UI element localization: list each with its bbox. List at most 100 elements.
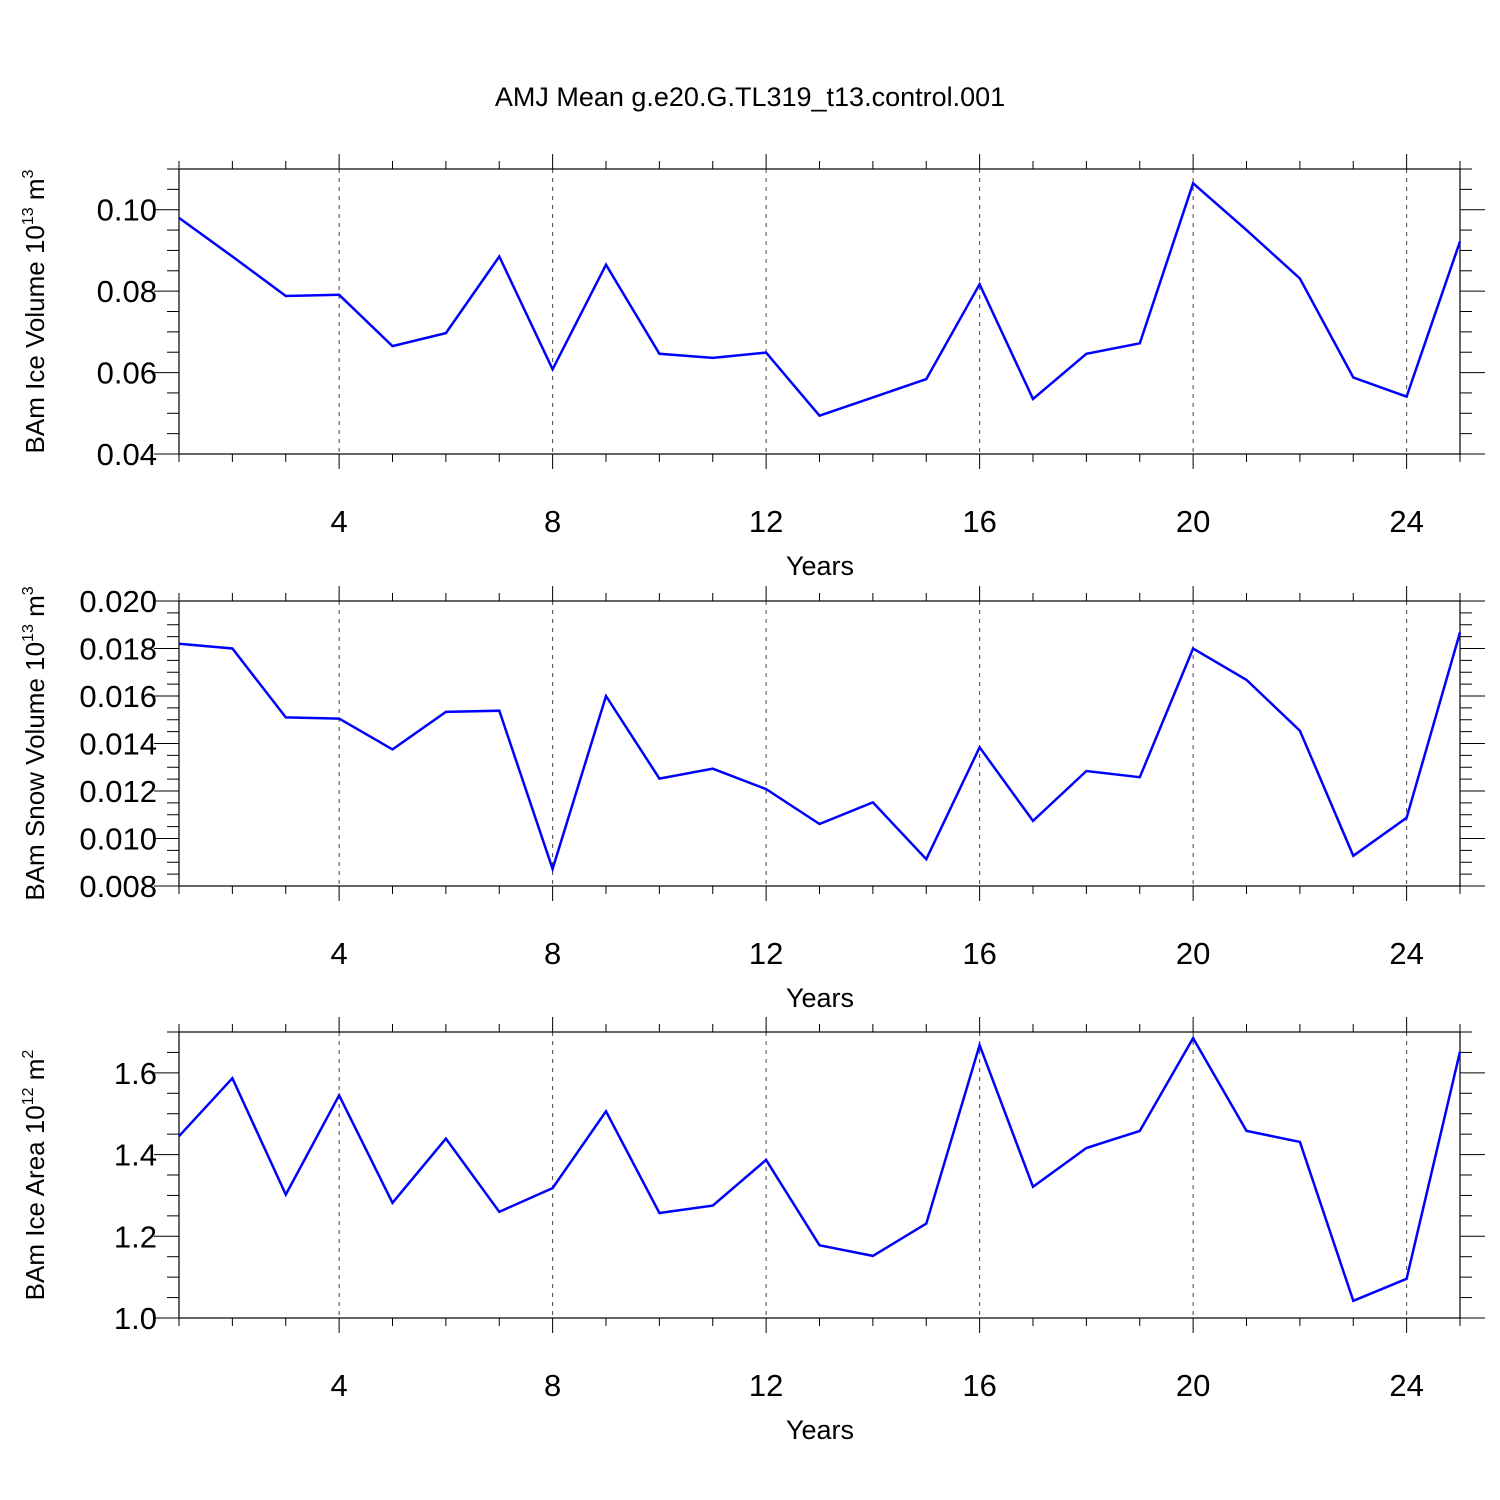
panel-2-data-point (551, 867, 554, 870)
panel-2-y-tick-label: 0.018 (79, 632, 157, 667)
panel-3-data-point (658, 1211, 661, 1214)
panel-2-data-point (711, 767, 714, 770)
panel-1-data-point (925, 378, 928, 381)
panel-3-data-point (498, 1210, 501, 1213)
panel-3-data-point (551, 1187, 554, 1190)
panel-2-data-point (444, 710, 447, 713)
panel-3-data-point (605, 1110, 608, 1113)
panel-3-y-tick-label: 1.6 (114, 1056, 157, 1091)
panel-2-data-point (1138, 776, 1141, 779)
panel-3-data-point (284, 1193, 287, 1196)
panel-1-data-point (978, 283, 981, 286)
chart-title: AMJ Mean g.e20.G.TL319_t13.control.001 (494, 82, 1006, 112)
panel-2-y-tick-label: 0.020 (79, 584, 157, 619)
panel-2-y-tick-label: 0.008 (79, 869, 157, 904)
panel-1-data-point (1192, 182, 1195, 185)
panel-1-y-tick-label: 0.10 (97, 193, 157, 228)
panel-2-data-point (871, 801, 874, 804)
panel-1-data-point (178, 216, 181, 219)
panel-3-frame (178, 1031, 1461, 1319)
panel-3-data-point (711, 1204, 714, 1207)
panel-3-y-axis-label: BAm Ice Area 1012 m2 (20, 1050, 50, 1301)
panel-1-data-point (1138, 342, 1141, 345)
panel-2-data-point (1245, 678, 1248, 681)
panel-1-y-axis-label: BAm Ice Volume 1013 m3 (20, 169, 50, 453)
panel-1-data-point (818, 414, 821, 417)
panel-1-data-point (1352, 376, 1355, 379)
panel-2-y-tick-label: 0.010 (79, 822, 157, 857)
panel-1-data-point (284, 295, 287, 298)
panel-3-data-point (391, 1201, 394, 1204)
panel-1-x-tick-label: 8 (544, 504, 561, 539)
panel-1-data-point (871, 396, 874, 399)
panel-1-data-point (1032, 398, 1035, 401)
panel-2-data-point (1085, 770, 1088, 773)
panel-2-data-point (1405, 816, 1408, 819)
panel-3-x-tick-label: 16 (962, 1368, 996, 1403)
panel-1-data-point (658, 352, 661, 355)
panel-1-data-point (498, 255, 501, 258)
panel-3-data-point (1405, 1277, 1408, 1280)
panel-3-data-point (871, 1254, 874, 1257)
panel-2-data-point (1192, 647, 1195, 650)
panel-3-y-tick-label: 1.4 (114, 1138, 157, 1173)
panel-3-x-tick-label: 24 (1389, 1368, 1423, 1403)
panel-2-data-point (1032, 819, 1035, 822)
panel-3-data-point (1032, 1185, 1035, 1188)
panel-2-data-point (605, 695, 608, 698)
panel-3-data-point (765, 1158, 768, 1161)
panel-2-data-point (818, 823, 821, 826)
panel-2-y-tick-label: 0.014 (79, 727, 157, 762)
panel-2-data-point (765, 788, 768, 791)
panel-1-x-tick-label: 12 (749, 504, 783, 539)
panel-1-data-point (1459, 240, 1462, 243)
panel-1-x-axis-label: Years (786, 551, 854, 581)
panel-2-data-point (1352, 854, 1355, 857)
panel-2-x-tick-label: 20 (1176, 936, 1210, 971)
panel-2-x-tick-label: 12 (749, 936, 783, 971)
panel-1-series-line (178, 181, 1462, 418)
panel-2-data-point (925, 858, 928, 861)
panel-3-data-point (925, 1222, 928, 1225)
panel-2-data-point (1459, 631, 1462, 634)
panel-3-data-point (1459, 1050, 1462, 1053)
panel-1-data-point (1405, 395, 1408, 398)
panel-3-data-point (338, 1094, 341, 1097)
panel-1-frame (178, 168, 1461, 455)
panel-3-x-tick-label: 4 (331, 1368, 348, 1403)
panel-3-data-point (1245, 1129, 1248, 1132)
panel-1-data-point (338, 293, 341, 296)
panel-2-y-tick-label: 0.016 (79, 679, 157, 714)
panel-3-data-point (1085, 1147, 1088, 1150)
panel-3-series-line (178, 1035, 1462, 1303)
panel-3-x-axis-label: Years (786, 1415, 854, 1445)
panel-3-data-point (1298, 1140, 1301, 1143)
panel-2-x-tick-label: 16 (962, 936, 996, 971)
panel-3-data-point (1192, 1037, 1195, 1040)
panel-1-y-tick-label: 0.08 (97, 274, 157, 309)
panel-3-x-tick-label: 20 (1176, 1368, 1210, 1403)
panel-2-x-tick-label: 24 (1389, 936, 1423, 971)
panel-3-x-tick-label: 12 (749, 1368, 783, 1403)
panel-2-data-point (231, 647, 234, 650)
panel-2-data-point (284, 716, 287, 719)
panel-3-data-point (1138, 1129, 1141, 1132)
panel-3-data-point (1352, 1299, 1355, 1302)
panel-3-x-tick-label: 8 (544, 1368, 561, 1403)
panel-2-data-point (338, 717, 341, 720)
panel-1-data-point (391, 345, 394, 348)
panel-3-data-point (231, 1077, 234, 1080)
panel-2-frame (178, 600, 1461, 887)
panel-3-y-tick-label: 1.0 (114, 1301, 157, 1336)
panel-2-x-axis-label: Years (786, 983, 854, 1013)
panel-1-data-point (551, 368, 554, 371)
panel-3-data-point (818, 1244, 821, 1247)
panel-1-x-tick-label: 16 (962, 504, 996, 539)
panel-1-x-tick-label: 24 (1389, 504, 1423, 539)
panel-1-data-point (711, 356, 714, 359)
panel-1-data-point (1245, 229, 1248, 232)
panel-1-y-tick-label: 0.06 (97, 356, 157, 391)
panel-2-x-tick-label: 4 (331, 936, 348, 971)
panel-3-data-point (444, 1137, 447, 1140)
